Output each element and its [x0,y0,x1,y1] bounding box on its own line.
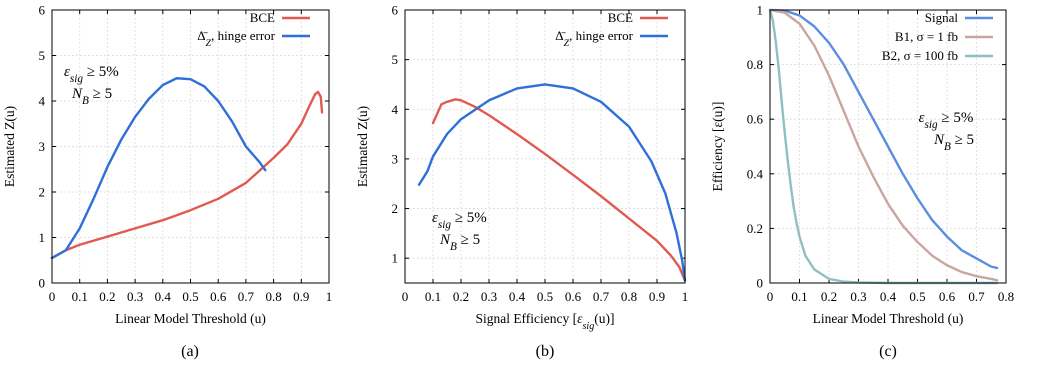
legend-label: Δ̄Z, hinge error [555,28,633,49]
cut-annotation: εsig ≥ 5%NB ≥ 5 [64,64,119,107]
legend: Signal B1, σ = 1 fb B2, σ = 100 fb [882,10,993,63]
y-tick-label: 0.4 [747,166,764,181]
annotation-line: NB ≥ 5 [439,232,480,253]
legend-label: Signal [925,10,959,25]
y-tick-label: 6 [392,3,399,18]
y-axis-label: Estimated Z(u) [355,106,370,187]
legend-label: B2, σ = 100 fb [882,48,958,63]
y-tick-label: 0.2 [747,221,763,236]
panel-caption: (b) [536,343,555,360]
chart-panel-a: 0 0.1 0.2 0.3 0.4 0.5 0.6 0.7 0.8 0.9 1 0 1 2 3 4 5 6 BCE Δ… [2,3,332,361]
x-tick-label: 0.9 [649,289,665,304]
x-tick-label: 0.4 [880,289,897,304]
panel-caption: (a) [181,343,199,360]
y-tick-label: 4 [39,94,46,109]
y-tick-label: 0 [757,276,764,291]
series-line-signal [768,8,999,270]
x-tick-label: 0.1 [72,289,88,304]
x-tick-label: 0.8 [621,289,637,304]
x-axis-label: Linear Model Threshold (u) [813,311,964,326]
series-line-b1-1-fb [768,8,999,282]
x-tick-label: 1 [682,289,689,304]
y-tick-label: 2 [39,185,46,200]
x-tick-label: 0.5 [909,289,925,304]
x-tick-label: 0.6 [565,289,582,304]
y-tick-label: 1 [757,3,764,18]
series-line-bce [431,98,687,282]
y-tick-label: 0 [39,276,46,291]
x-tick-label: 1 [326,289,333,304]
x-tick-label: 0.1 [791,289,807,304]
y-tick-label: 1 [392,251,399,266]
x-tick-label: 0.2 [99,289,115,304]
x-tick-label: 0.3 [850,289,866,304]
plot-frame [769,9,1007,284]
x-tick-label: 0.1 [425,289,441,304]
x-tick-label: 0.4 [509,289,526,304]
grid [405,10,685,283]
cut-annotation: εsig ≥ 5%NB ≥ 5 [432,210,487,253]
grid [52,10,329,283]
x-tick-label: 0.7 [593,289,610,304]
plot-frame [404,9,686,284]
y-tick-label: 0.8 [747,57,763,72]
y-tick-label: 5 [39,48,46,63]
x-tick-label: 0.3 [127,289,143,304]
y-tick-label: 2 [392,201,399,216]
chart-panel-c: 0 0.1 0.2 0.3 0.4 0.5 0.6 0.7 0.8 0 0.2 0.4 0.6 0.8 1 S… [710,3,1014,361]
x-tick-label: 0.5 [537,289,553,304]
panel-caption: (c) [879,343,897,360]
x-tick-label: 0.4 [155,289,172,304]
legend-label: Δ̄Z, hinge error [197,28,275,49]
x-tick-label: 0.7 [968,289,985,304]
y-tick-label: 3 [392,151,399,166]
annotation-line: NB ≥ 5 [71,86,112,107]
x-tick-label: 0.9 [293,289,309,304]
x-tick-label: 0.5 [182,289,198,304]
chart-panel-b: 0 0.1 0.2 0.3 0.4 0.5 0.6 0.7 0.8 0.9 1 1 2 3 4 5 6 BCE Δ̄… [355,3,688,361]
series-line-z-hinge-error [417,83,687,282]
y-axis-label: Efficiency [ε(u)] [710,102,725,192]
x-axis-label: Signal Efficiency [εsig(u)] [475,311,614,332]
y-tick-label: 5 [392,52,399,67]
y-tick-label: 3 [39,139,46,154]
series-line-b2-100-fb [768,8,999,285]
x-tick-label: 0 [767,289,774,304]
annotation-line: εsig ≥ 5% [432,210,487,231]
y-tick-label: 0.6 [747,112,764,127]
x-tick-label: 0 [402,289,409,304]
x-tick-label: 0.6 [939,289,956,304]
x-tick-label: 0.8 [998,289,1014,304]
x-axis-label: Linear Model Threshold (u) [115,311,266,326]
series-line-z-hinge-error [50,77,267,260]
y-tick-label: 6 [39,3,46,18]
annotation-line: εsig ≥ 5% [919,110,974,131]
legend-label: BCE [250,10,275,25]
legend-label: BCE [608,10,633,25]
x-tick-label: 0.2 [453,289,469,304]
x-tick-label: 0.6 [210,289,227,304]
annotation-line: εsig ≥ 5% [64,64,119,85]
y-axis-label: Estimated Z(u) [2,106,17,187]
x-tick-label: 0.7 [238,289,255,304]
cut-annotation: εsig ≥ 5%NB ≥ 5 [919,110,974,153]
annotation-line: NB ≥ 5 [933,132,974,153]
series-line-bce [50,90,324,260]
x-tick-label: 0 [49,289,56,304]
plot-frame [51,9,330,284]
x-tick-label: 0.3 [481,289,497,304]
legend: BCE Δ̄Z, hinge error [555,10,668,49]
y-tick-label: 1 [39,230,46,245]
y-tick-label: 4 [392,102,399,117]
legend: BCE Δ̄Z, hinge error [197,10,310,49]
legend-label: B1, σ = 1 fb [895,29,958,44]
x-tick-label: 0.8 [265,289,281,304]
x-tick-label: 0.2 [821,289,837,304]
